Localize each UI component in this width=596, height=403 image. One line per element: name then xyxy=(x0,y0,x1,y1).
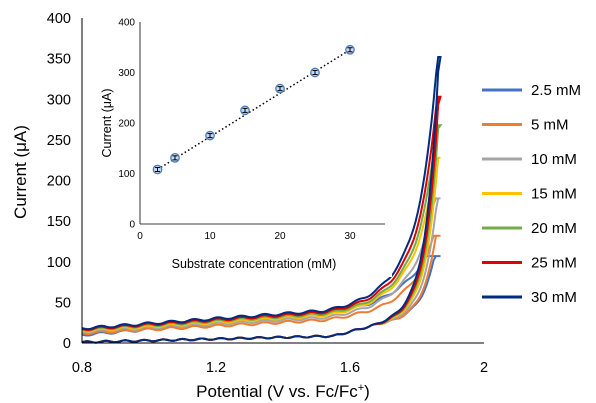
inset-x-axis-label: Substrate concentration (mM) xyxy=(172,257,337,271)
series-line xyxy=(81,56,442,344)
legend: 2.5 mM 5 mM 10 mM 15 mM 20 mM 25 mM 30 mM xyxy=(482,82,581,306)
main-y-tick-label: 0 xyxy=(63,336,71,352)
main-y-tick-labels: 0 50 100 150 200 250 300 350 400 xyxy=(47,11,71,352)
legend-label: 15 mM xyxy=(531,186,577,203)
main-y-tick-label: 50 xyxy=(55,295,71,311)
main-series-lines xyxy=(81,56,443,344)
main-y-tick-label: 300 xyxy=(47,92,71,108)
inset-y-axis-label: Current (μA) xyxy=(100,88,114,157)
legend-label: 25 mM xyxy=(531,255,577,272)
inset-x-tick-labels: 0 10 20 30 xyxy=(137,231,356,242)
main-x-tick-label: 1.6 xyxy=(340,360,360,376)
main-x-axis-label-text: Potential (V vs. Fc/Fc xyxy=(196,382,358,401)
main-x-tick-label: 1.2 xyxy=(206,360,226,376)
main-y-tick-label: 100 xyxy=(47,255,71,271)
main-x-tick-labels: 0.8 1.2 1.6 2 xyxy=(72,360,488,376)
legend-label: 2.5 mM xyxy=(531,82,581,99)
main-x-axis-label-superscript: + xyxy=(358,382,364,394)
main-y-tick-label: 150 xyxy=(47,214,71,230)
inset-y-tick-labels: 0 100 200 300 400 xyxy=(118,18,135,231)
inset-x-tick-label: 10 xyxy=(204,231,216,242)
main-y-tick-label: 350 xyxy=(47,52,71,68)
main-x-axis-label: Potential (V vs. Fc/Fc+) xyxy=(196,382,370,401)
main-x-tick-label: 2 xyxy=(480,360,488,376)
inset-x-tick-label: 20 xyxy=(274,231,286,242)
main-x-axis-label-close: ) xyxy=(364,382,370,401)
inset-x-tick-label: 30 xyxy=(344,231,356,242)
inset-x-tick-label: 0 xyxy=(137,231,143,242)
inset-background xyxy=(92,12,392,277)
main-y-tick-label: 250 xyxy=(47,133,71,149)
legend-label: 5 mM xyxy=(531,117,569,134)
inset-chart: 0 100 200 300 400 0 10 20 30 Current (μA) Subst… xyxy=(92,12,392,277)
legend-label: 30 mM xyxy=(531,289,577,306)
legend-label: 10 mM xyxy=(531,151,577,168)
main-y-axis-label: Current (μA) xyxy=(11,125,30,219)
main-y-tick-label: 400 xyxy=(47,11,71,27)
main-x-tick-label: 0.8 xyxy=(72,360,92,376)
inset-y-tick-label: 400 xyxy=(118,18,135,29)
inset-y-tick-label: 100 xyxy=(118,169,135,180)
inset-y-tick-label: 300 xyxy=(118,68,135,79)
legend-label: 20 mM xyxy=(531,220,577,237)
inset-y-tick-label: 0 xyxy=(129,220,135,231)
inset-data-points xyxy=(152,44,355,175)
main-y-tick-label: 200 xyxy=(47,174,71,190)
inset-y-tick-label: 200 xyxy=(118,119,135,130)
